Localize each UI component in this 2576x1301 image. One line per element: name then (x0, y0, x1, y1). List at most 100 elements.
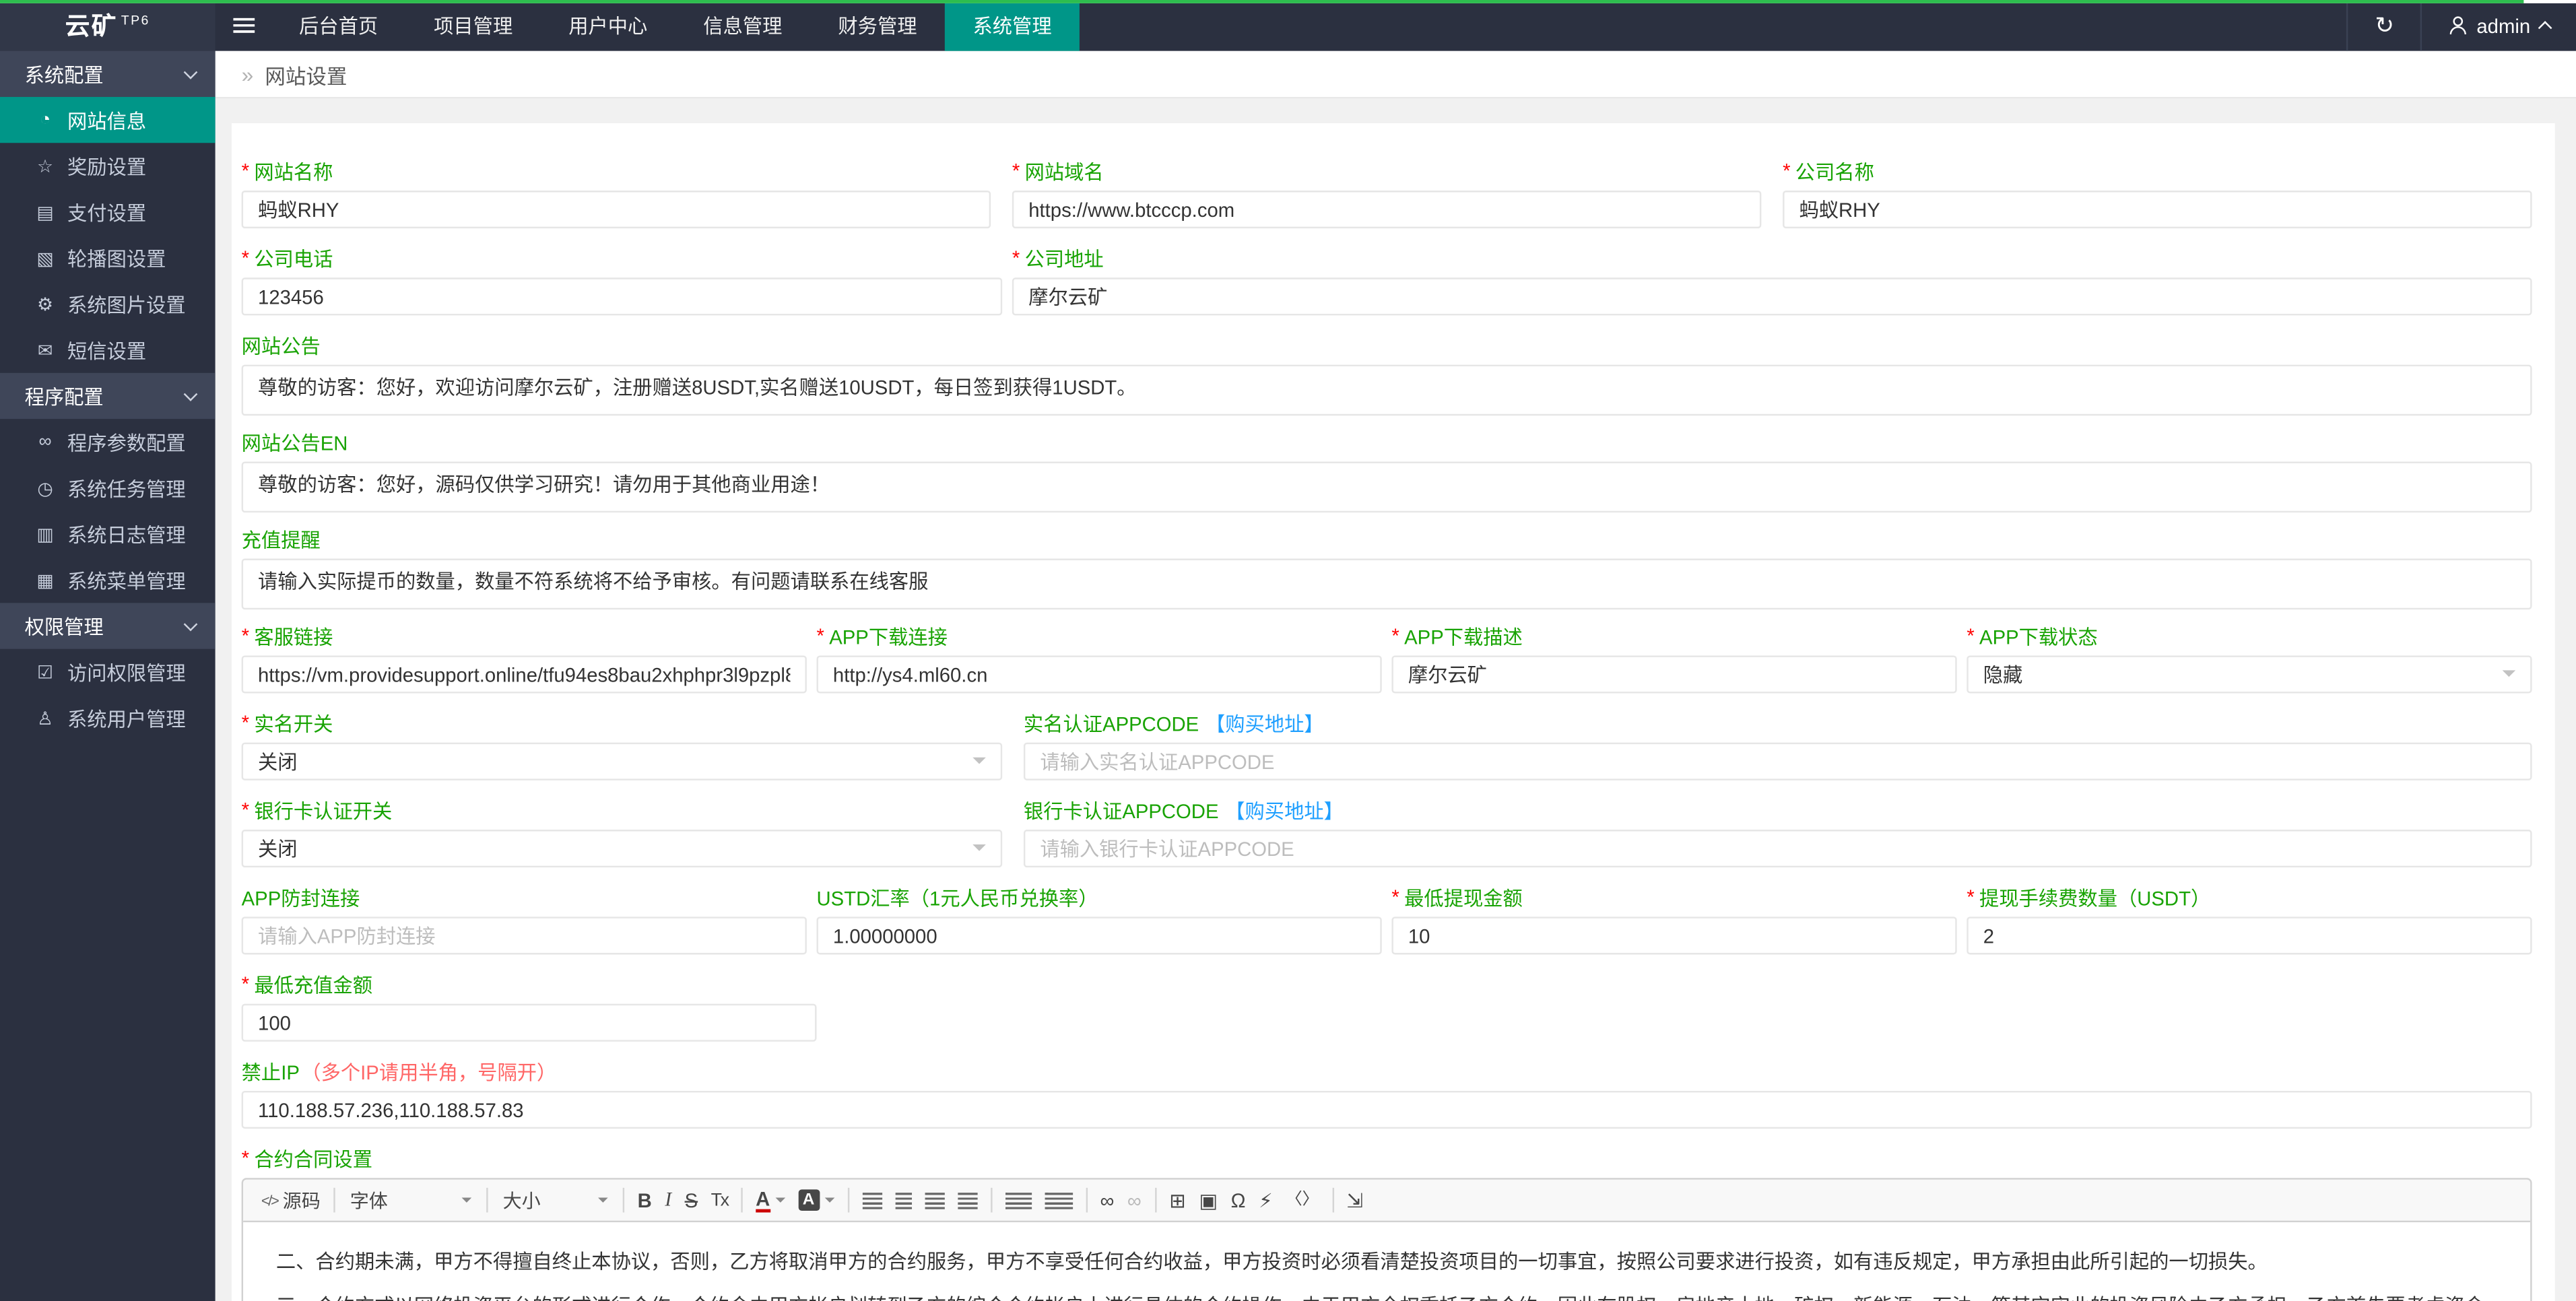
sidebar-item-payment-settings[interactable]: ▤ 支付设置 (0, 189, 216, 235)
sidebar-group-system-config[interactable]: 系统配置 (0, 51, 216, 97)
star-icon: ☆ (37, 156, 54, 177)
editor-toolbar: </> 源码 字体 大小 (243, 1179, 2531, 1223)
ordered-list-button[interactable] (998, 1183, 1038, 1217)
forbidden-ip-note: （多个IP请用半角，号隔开） (301, 1061, 557, 1085)
sidebar-item-sms-settings[interactable]: ✉ 短信设置 (0, 327, 216, 373)
realname-appcode-input[interactable] (1023, 742, 2532, 780)
align-left-button[interactable] (855, 1183, 888, 1217)
app-antiblock-link-input[interactable] (241, 916, 807, 955)
chevron-down-icon (774, 1197, 785, 1208)
sidebar-item-carousel-settings[interactable]: ▧ 轮播图设置 (0, 235, 216, 281)
sidebar-toggle-button[interactable] (216, 0, 271, 51)
font-dropdown[interactable]: 字体 (341, 1183, 480, 1217)
field-company-address: * 公司地址 (1012, 246, 2532, 316)
sidebar-item-system-logs[interactable]: ▥ 系统日志管理 (0, 511, 216, 557)
sidebar-item-program-params[interactable]: ∞ 程序参数配置 (0, 419, 216, 465)
site-domain-input[interactable] (1012, 191, 1762, 229)
buy-address-link[interactable]: 【购买地址】 (1225, 800, 1344, 824)
field-app-download-status: * APP下载状态 隐藏 (1967, 624, 2532, 694)
link-icon: ∞ (38, 432, 52, 452)
special-char-button[interactable]: Ω (1224, 1183, 1252, 1217)
realname-switch-select[interactable]: 关闭 (241, 742, 1003, 780)
main-area: *网站名称 *网站域名 *公司名称 *公司电话 *公司地址 (215, 98, 2576, 1301)
remove-format-button[interactable]: Tx (704, 1183, 734, 1217)
carousel-image-icon: ▧ (36, 248, 54, 269)
service-link-input[interactable] (241, 655, 807, 694)
min-recharge-input[interactable] (241, 1003, 817, 1042)
app-logo: 云矿 TP6 (0, 0, 216, 51)
align-left-icon (861, 1192, 882, 1209)
app-download-status-select[interactable]: 隐藏 (1967, 655, 2532, 694)
align-right-button[interactable] (918, 1183, 951, 1217)
company-address-input[interactable] (1012, 277, 2532, 316)
username: admin (2476, 13, 2531, 37)
italic-button[interactable]: I (659, 1183, 678, 1217)
bankcard-appcode-input[interactable] (1023, 830, 2532, 868)
bold-icon: B (637, 1189, 652, 1212)
sidebar-item-access-permissions[interactable]: ☑ 访问权限管理 (0, 649, 216, 695)
sidebar-item-reward-settings[interactable]: ☆ 奖励设置 (0, 143, 216, 189)
app-download-link-input[interactable] (816, 655, 1382, 694)
refresh-button[interactable]: ↻ (2346, 0, 2422, 51)
maximize-button[interactable]: ⇲ (1340, 1183, 1370, 1217)
field-bankcard-switch: * 银行卡认证开关 关闭 (241, 797, 1003, 868)
div-container-button[interactable]: 〈〉 (1279, 1183, 1325, 1217)
sidebar: 系统配置 ◔ 网站信息 ☆ 奖励设置 ▤ 支付设置 ▧ 轮播图设置 ⚙ 系统图片… (0, 51, 216, 1301)
unlink-button[interactable]: ∞ (1121, 1183, 1148, 1217)
align-center-button[interactable] (888, 1183, 918, 1217)
usdt-rate-input[interactable] (816, 916, 1382, 955)
sidebar-item-system-tasks[interactable]: ◷ 系统任务管理 (0, 465, 216, 510)
contract-paragraph: 三、合约方式以网络投资平台的形式进行合作。合约金由甲方帐户划转到乙方的综合合约帐… (276, 1292, 2497, 1301)
settings-form: *网站名称 *网站域名 *公司名称 *公司电话 *公司地址 (231, 123, 2555, 1301)
top-menu-users[interactable]: 用户中心 (568, 14, 648, 38)
site-name-input[interactable] (241, 191, 991, 229)
buy-address-link[interactable]: 【购买地址】 (1205, 712, 1324, 736)
source-button[interactable]: </> 源码 (261, 1192, 321, 1212)
italic-icon: I (665, 1187, 672, 1211)
bold-button[interactable]: B (631, 1183, 659, 1217)
site-notice-textarea[interactable]: 尊敬的访客：您好，欢迎访问摩尔云矿，注册赠送8USDT,实名赠送10USDT，每… (241, 364, 2532, 416)
sidebar-item-site-info[interactable]: ◔ 网站信息 (0, 96, 216, 143)
sidebar-group-permissions[interactable]: 权限管理 (0, 603, 216, 649)
bankcard-switch-select[interactable]: 关闭 (241, 830, 1003, 868)
field-forbidden-ip: 禁止IP （多个IP请用半角，号隔开） (241, 1060, 2532, 1129)
clock-icon: ◷ (37, 479, 53, 499)
editor-content[interactable]: 二、合约期未满，甲方不得擅自终止本协议，否则，乙方将取消甲方的合约服务，甲方不享… (243, 1222, 2531, 1301)
sidebar-item-system-menus[interactable]: ▦ 系统菜单管理 (0, 557, 216, 603)
strikethrough-button[interactable]: S (678, 1183, 704, 1217)
sidebar-item-system-users[interactable]: ♙ 系统用户管理 (0, 695, 216, 741)
site-notice-en-textarea[interactable]: 尊敬的访客：您好，源码仅供学习研究！请勿用于其他商业用途！ (241, 461, 2532, 513)
app-download-desc-input[interactable] (1391, 655, 1957, 694)
image-button[interactable]: ▣ (1193, 1183, 1224, 1217)
min-withdraw-input[interactable] (1391, 916, 1957, 955)
recharge-tip-textarea[interactable]: 请输入实际提币的数量，数量不符系统将不给予审核。有问题请联系在线客服 (241, 558, 2532, 610)
chevron-down-icon (824, 1197, 834, 1208)
sidebar-item-system-images[interactable]: ⚙ 系统图片设置 (0, 281, 216, 327)
size-dropdown[interactable]: 大小 (494, 1183, 616, 1217)
flash-button[interactable]: ⚡ (1252, 1183, 1279, 1217)
align-justify-button[interactable] (951, 1183, 984, 1217)
bullet-list-button[interactable] (1038, 1183, 1079, 1217)
withdraw-fee-input[interactable] (1967, 916, 2532, 955)
logo-text: 云矿 (65, 13, 118, 41)
company-phone-input[interactable] (241, 277, 1003, 316)
text-color-icon: A (756, 1189, 770, 1212)
forbidden-ip-input[interactable] (241, 1090, 2532, 1129)
link-button[interactable]: ∞ (1094, 1183, 1121, 1217)
top-menu-info[interactable]: 信息管理 (703, 14, 783, 38)
hamburger-icon (232, 18, 254, 33)
chevron-down-icon (183, 387, 198, 401)
top-menu-finance[interactable]: 财务管理 (838, 14, 917, 38)
log-icon: ▥ (36, 525, 54, 545)
company-name-input[interactable] (1783, 191, 2532, 229)
top-menu-home[interactable]: 后台首页 (299, 14, 378, 38)
table-button[interactable]: ⊞ (1163, 1183, 1193, 1217)
bg-color-button[interactable]: A (791, 1183, 840, 1217)
top-menu-system[interactable]: 系统管理 (945, 0, 1080, 51)
text-color-button[interactable]: A (749, 1183, 791, 1217)
sidebar-group-program-config[interactable]: 程序配置 (0, 372, 216, 420)
top-menu-projects[interactable]: 项目管理 (434, 14, 513, 38)
sms-icon: ✉ (37, 341, 53, 361)
gear-icon: ⚙ (37, 294, 54, 315)
user-menu[interactable]: admin (2422, 0, 2576, 51)
